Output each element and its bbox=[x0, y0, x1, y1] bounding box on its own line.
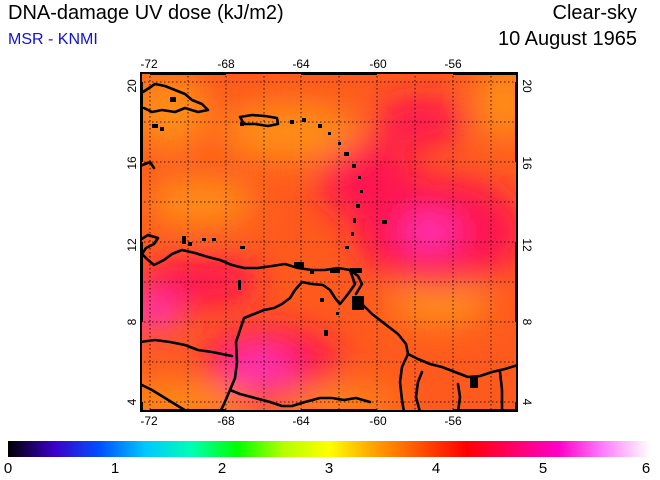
lat-tick-left: 4 bbox=[125, 398, 139, 406]
lon-tick-bottom: -56 bbox=[444, 414, 462, 428]
lon-tick-top: -68 bbox=[217, 57, 235, 71]
source-credit: MSR - KNMI bbox=[8, 31, 98, 48]
colorbar-label: 5 bbox=[538, 460, 548, 477]
map-date: 10 August 1965 bbox=[497, 28, 637, 50]
lat-tick-right: 8 bbox=[520, 318, 534, 326]
uv-dose-map bbox=[140, 72, 518, 412]
frame-ticks bbox=[140, 72, 518, 412]
colorbar-label: 4 bbox=[431, 460, 441, 477]
lon-tick-top: -60 bbox=[369, 57, 387, 71]
lat-tick-right: 20 bbox=[520, 79, 534, 93]
lon-tick-bottom: -64 bbox=[292, 414, 310, 428]
colorbar-label: 0 bbox=[3, 460, 13, 477]
lon-tick-top: -56 bbox=[444, 57, 462, 71]
colorbar-label: 3 bbox=[324, 460, 334, 477]
coastlines bbox=[140, 82, 518, 412]
lon-tick-top: -72 bbox=[140, 57, 158, 71]
lat-tick-left: 20 bbox=[125, 79, 139, 93]
lat-tick-right: 12 bbox=[520, 238, 534, 252]
lat-tick-right: 16 bbox=[520, 156, 534, 170]
lon-tick-top: -64 bbox=[292, 57, 310, 71]
colorbar-label: 6 bbox=[641, 460, 651, 477]
sky-condition: Clear-sky bbox=[552, 2, 637, 24]
graticule bbox=[140, 72, 518, 412]
lon-tick-bottom: -60 bbox=[369, 414, 387, 428]
colorbar-label: 1 bbox=[110, 460, 120, 477]
lat-tick-left: 12 bbox=[125, 238, 139, 252]
lon-tick-bottom: -72 bbox=[140, 414, 158, 428]
lat-tick-left: 8 bbox=[125, 318, 139, 326]
colorbar bbox=[8, 441, 650, 457]
colorbar-label: 2 bbox=[217, 460, 227, 477]
lon-tick-bottom: -68 bbox=[217, 414, 235, 428]
lat-tick-left: 16 bbox=[125, 156, 139, 170]
islands bbox=[152, 97, 478, 388]
lat-tick-right: 4 bbox=[520, 398, 534, 406]
map-title: DNA-damage UV dose (kJ/m2) bbox=[8, 2, 284, 24]
dose-field bbox=[140, 72, 518, 412]
